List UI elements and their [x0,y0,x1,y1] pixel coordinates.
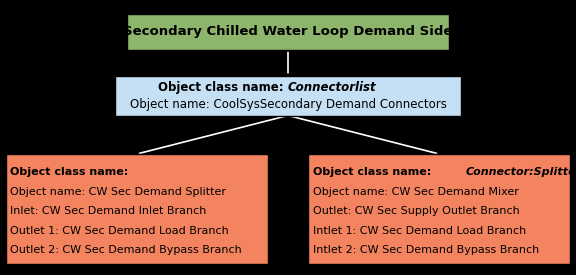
Text: Object class name:: Object class name: [313,167,435,177]
Text: Inlet: CW Sec Demand Inlet Branch: Inlet: CW Sec Demand Inlet Branch [10,206,207,216]
Text: Intlet 2: CW Sec Demand Bypass Branch: Intlet 2: CW Sec Demand Bypass Branch [313,245,539,255]
Text: Outlet 2: CW Sec Demand Bypass Branch: Outlet 2: CW Sec Demand Bypass Branch [10,245,242,255]
Text: Connector:Splitter: Connector:Splitter [465,167,576,177]
Text: Secondary Chilled Water Loop Demand Side: Secondary Chilled Water Loop Demand Side [123,25,453,38]
Text: Intlet 1: CW Sec Demand Load Branch: Intlet 1: CW Sec Demand Load Branch [313,226,526,236]
FancyBboxPatch shape [6,154,268,264]
Text: Connectorlist: Connectorlist [288,81,377,94]
Text: Outlet 1: CW Sec Demand Load Branch: Outlet 1: CW Sec Demand Load Branch [10,226,229,236]
Text: Object name: CoolSysSecondary Demand Connectors: Object name: CoolSysSecondary Demand Con… [130,98,446,111]
Text: Object class name:: Object class name: [10,167,132,177]
Text: Object name: CW Sec Demand Mixer: Object name: CW Sec Demand Mixer [313,186,518,197]
FancyBboxPatch shape [115,76,461,116]
FancyBboxPatch shape [308,154,570,264]
Text: Outlet: CW Sec Supply Outlet Branch: Outlet: CW Sec Supply Outlet Branch [313,206,520,216]
FancyBboxPatch shape [127,14,449,50]
Text: Object class name:: Object class name: [158,81,288,94]
Text: Object name: CW Sec Demand Splitter: Object name: CW Sec Demand Splitter [10,186,226,197]
